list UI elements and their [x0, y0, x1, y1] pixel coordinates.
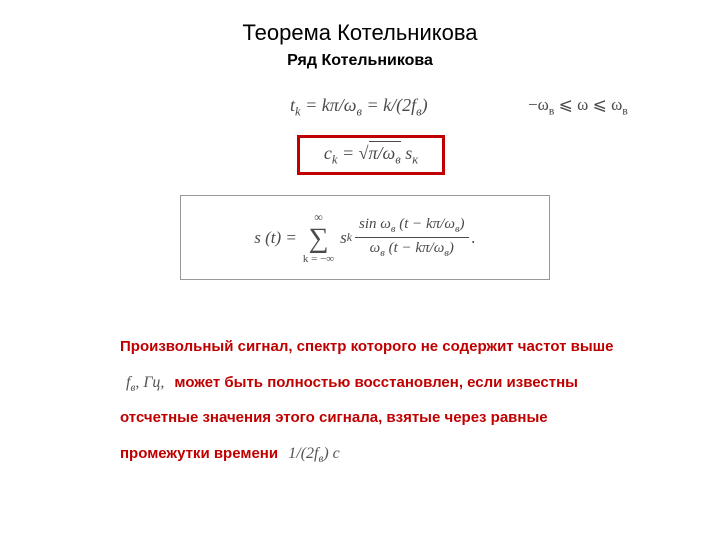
page-subtitle: Ряд Котельникова — [287, 52, 433, 70]
main-formula-box: s (t) = ∞ ∑ k = −∞ sk sin ωв (t − kπ/ωв)… — [180, 195, 550, 280]
fraction-numerator: sin ωв (t − kπ/ωв) — [355, 216, 468, 238]
s-period: . — [472, 228, 476, 248]
ck-sqrt: π/ω — [369, 143, 396, 163]
fb-a: ω — [370, 240, 381, 256]
range-m: ⩽ ω ⩽ ω — [554, 95, 622, 114]
sigma-icon: ∑ — [309, 225, 329, 253]
ck-tail: s — [401, 143, 413, 163]
page-title: Теорема Котельникова — [242, 20, 477, 46]
fraction: sin ωв (t − kπ/ωв) ωв (t − kπ/ωв) — [355, 216, 468, 259]
formula-range: −ωв ⩽ ω ⩽ ωв — [528, 95, 628, 118]
ck-eq: = — [337, 143, 358, 163]
formula-ck: ck = π/ωв sк — [324, 143, 418, 168]
fraction-denominator: ωв (t − kπ/ωв) — [366, 238, 458, 259]
range-l: −ω — [528, 95, 549, 114]
s-sk-sub: k — [347, 230, 352, 245]
ft-b: (t − kπ/ω — [395, 216, 454, 232]
range-s2: в — [622, 103, 628, 117]
sqrt-icon: π/ωв — [359, 143, 401, 168]
ck-c: c — [324, 143, 332, 163]
s-left: s (t) = — [254, 228, 297, 248]
tk-eq: = kπ/ω — [301, 95, 357, 115]
if2-a: 1/(2f — [288, 445, 318, 462]
fb-b: (t − kπ/ω — [385, 240, 444, 256]
ck-sqrt-sub: в — [395, 152, 400, 166]
ft-c: ) — [460, 216, 465, 232]
summation-symbol: ∞ ∑ k = −∞ — [303, 210, 334, 265]
inline-formula-period: 1/(2fв) с — [288, 445, 340, 462]
tk-close: ) — [422, 95, 428, 115]
ft-a: sin ω — [359, 216, 391, 232]
ck-tail-sub: к — [412, 152, 418, 166]
sum-bot: k = −∞ — [303, 253, 334, 265]
para-1: Произвольный сигнал, спектр которого не … — [120, 338, 614, 355]
highlighted-formula-box: ck = π/ωв sк — [297, 135, 445, 175]
s-sk: s — [340, 228, 347, 248]
if2-b: ) с — [323, 445, 339, 462]
inline-formula-freq: fв, Гц, — [126, 374, 168, 391]
fb-c: ) — [449, 240, 454, 256]
theorem-statement: Произвольный сигнал, спектр которого не … — [120, 330, 630, 473]
formula-tk: tk = kπ/ωв = k/(2fв) — [290, 95, 428, 120]
formula-series: s (t) = ∞ ∑ k = −∞ sk sin ωв (t − kπ/ωв)… — [254, 210, 476, 265]
if1-b: , Гц, — [135, 374, 164, 391]
tk-eq2: = k/(2f — [362, 95, 416, 115]
para-2: может быть полностью восстановлен, если … — [120, 374, 578, 462]
